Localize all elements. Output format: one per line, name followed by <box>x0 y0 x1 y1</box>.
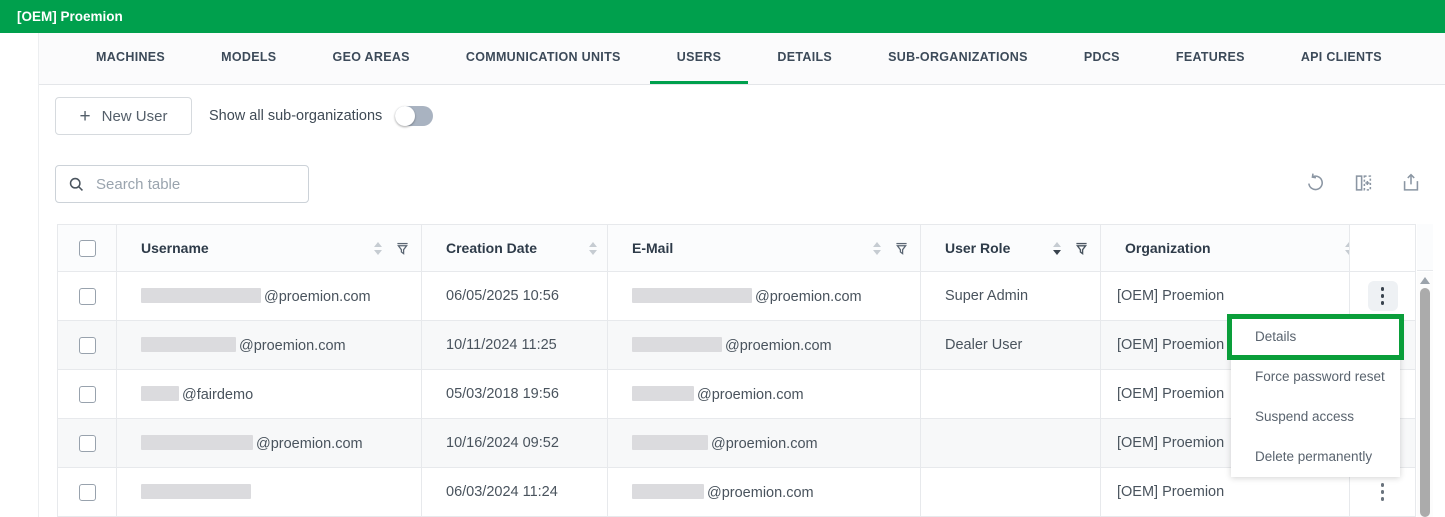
row-checkbox[interactable] <box>78 434 96 452</box>
creation-date-cell: 10/16/2024 09:52 <box>421 418 608 468</box>
manage-columns-icon[interactable] <box>1352 172 1374 196</box>
tab-api-clients[interactable]: API CLIENTS <box>1300 50 1382 64</box>
creation-date-cell: 05/03/2018 19:56 <box>421 369 608 419</box>
username-cell: @proemion.com <box>116 320 422 370</box>
redacted-text <box>632 434 708 450</box>
sub-organizations-toggle-group: Show all sub-organizations <box>209 97 434 135</box>
redacted-text <box>141 287 261 303</box>
user-role-cell: Dealer User <box>920 320 1101 370</box>
username-cell: @fairdemo <box>116 369 422 419</box>
email-cell: @proemion.com <box>607 271 921 321</box>
creation-date-cell: 06/05/2025 10:56 <box>421 271 608 321</box>
creation-date-cell: 10/11/2024 11:25 <box>421 320 608 370</box>
search-input[interactable] <box>94 174 298 194</box>
email-cell: @proemion.com <box>607 418 921 468</box>
user-role-cell: Super Admin <box>920 271 1101 321</box>
scroll-up-arrow-icon[interactable] <box>1420 277 1430 284</box>
table-header-row: Username Creation Date <box>57 224 1416 272</box>
show-all-sub-organizations-toggle[interactable] <box>395 106 434 126</box>
row-actions-button[interactable] <box>1367 281 1398 311</box>
username-cell: @proemion.com <box>116 418 422 468</box>
user-role-cell <box>920 467 1101 517</box>
table-row: @proemion.com 10/11/2024 11:25 @proemion.c… <box>57 320 1416 370</box>
column-header-user-role: User Role <box>945 240 1011 256</box>
user-role-cell <box>920 418 1101 468</box>
toggle-label: Show all sub-organizations <box>209 108 383 124</box>
select-all-checkbox[interactable] <box>78 239 96 257</box>
menu-item-details[interactable]: Details <box>1255 329 1297 344</box>
menu-item-suspend-access[interactable]: Suspend access <box>1255 409 1355 424</box>
tab-users[interactable]: USERS <box>649 33 749 84</box>
email-cell: @proemion.com <box>607 320 921 370</box>
export-icon[interactable] <box>1400 172 1422 196</box>
email-cell: @proemion.com <box>607 467 921 517</box>
redacted-text <box>632 336 722 352</box>
username-cell: @proemion.com <box>116 271 422 321</box>
tab-geo-areas[interactable]: GEO AREAS <box>332 50 410 64</box>
search-field <box>55 165 309 203</box>
menu-item-force-password-reset[interactable]: Force password reset <box>1255 369 1385 384</box>
filter-icon[interactable] <box>893 240 910 257</box>
tab-bar: MACHINES MODELS GEO AREAS COMMUNICATION UNI… <box>39 33 1445 85</box>
row-checkbox[interactable] <box>78 336 96 354</box>
scrollbar-thumb[interactable] <box>1420 288 1430 517</box>
column-header-organization: Organization <box>1125 240 1211 256</box>
content-left-divider <box>38 33 39 517</box>
redacted-text <box>141 483 251 499</box>
table-tools <box>1304 172 1422 196</box>
row-checkbox[interactable] <box>78 287 96 305</box>
redacted-text <box>632 483 704 499</box>
toggle-knob <box>395 106 416 126</box>
user-role-cell <box>920 369 1101 419</box>
row-actions-button[interactable] <box>1368 477 1398 507</box>
menu-item-delete-permanently[interactable]: Delete permanently <box>1255 449 1373 464</box>
sort-icon[interactable] <box>873 241 881 255</box>
column-header-username: Username <box>141 240 209 256</box>
row-checkbox[interactable] <box>78 385 96 403</box>
row-checkbox[interactable] <box>78 483 96 501</box>
organization-cell: [OEM] Proemion <box>1100 271 1350 321</box>
scrollbar-header-cap <box>1417 224 1433 271</box>
refresh-icon[interactable] <box>1304 172 1326 196</box>
column-header-creation-date: Creation Date <box>446 240 538 256</box>
email-cell: @proemion.com <box>607 369 921 419</box>
redacted-text <box>141 336 236 352</box>
redacted-text <box>632 385 694 401</box>
tab-sub-organizations[interactable]: SUB-ORGANIZATIONS <box>888 50 1028 64</box>
sort-icon[interactable] <box>589 241 597 255</box>
redacted-text <box>141 434 253 450</box>
tab-communication-units[interactable]: COMMUNICATION UNITS <box>465 50 621 64</box>
sort-icon[interactable] <box>374 241 382 255</box>
table-row: @proemion.com 06/05/2025 10:56 @proemion.c… <box>57 271 1416 321</box>
search-icon <box>69 177 83 191</box>
sort-icon[interactable] <box>1053 241 1061 255</box>
creation-date-cell: 06/03/2024 11:24 <box>421 467 608 517</box>
column-header-actions <box>1349 224 1416 272</box>
column-header-email: E-Mail <box>632 240 674 256</box>
plus-icon: + <box>79 105 91 127</box>
username-cell <box>116 467 422 517</box>
tab-details[interactable]: DETAILS <box>777 50 833 64</box>
filter-icon[interactable] <box>394 240 411 257</box>
users-table: Username Creation Date <box>57 224 1416 517</box>
tab-machines[interactable]: MACHINES <box>96 50 166 64</box>
new-user-button[interactable]: + New User <box>55 97 192 135</box>
table-row: 06/03/2024 11:24 @proemion.com [OEM] Proem… <box>57 467 1416 517</box>
app-title-bar: [OEM] Proemion <box>0 0 1445 33</box>
tab-models[interactable]: MODELS <box>221 50 277 64</box>
table-row: @proemion.com 10/16/2024 09:52 @proemion.c… <box>57 418 1416 468</box>
table-row: @fairdemo 05/03/2018 19:56 @proemion.com [O… <box>57 369 1416 419</box>
app-title: [OEM] Proemion <box>17 9 123 24</box>
new-user-label: New User <box>101 107 168 125</box>
tab-pdcs[interactable]: PDCS <box>1083 50 1120 64</box>
redacted-text <box>632 287 752 303</box>
row-actions-menu: Details Force password reset Suspend acces… <box>1231 317 1400 477</box>
sort-icon[interactable] <box>1345 241 1349 255</box>
tab-features[interactable]: FEATURES <box>1175 50 1245 64</box>
table-scrollbar[interactable] <box>1417 272 1433 517</box>
filter-icon[interactable] <box>1073 240 1090 257</box>
redacted-text <box>141 385 179 401</box>
